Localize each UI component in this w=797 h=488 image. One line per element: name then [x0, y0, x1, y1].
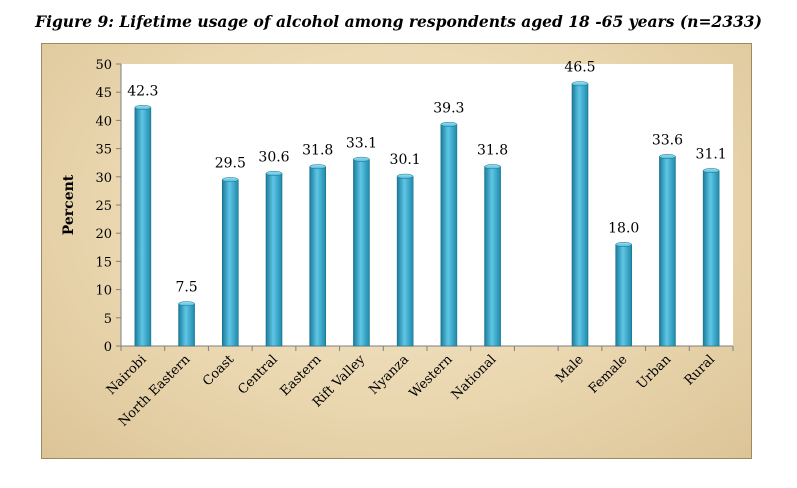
- y-tick-label: 30: [95, 171, 112, 186]
- bar-top: [222, 177, 239, 183]
- x-tick-label: Western: [407, 352, 456, 401]
- bar-top: [571, 81, 589, 87]
- bar-top: [353, 156, 370, 162]
- bar: [396, 175, 414, 347]
- y-tick-label: 10: [95, 284, 112, 299]
- data-label: 7.5: [175, 280, 197, 296]
- bar: [440, 124, 458, 347]
- x-tick-label: Male: [553, 352, 587, 386]
- bar-top: [265, 170, 283, 176]
- x-tick-label: Coast: [200, 352, 238, 390]
- data-label: 18.0: [608, 220, 639, 236]
- plot-area: [121, 64, 733, 346]
- bar-top: [396, 173, 414, 179]
- y-tick-label: 25: [95, 199, 112, 214]
- bar-top: [659, 154, 676, 159]
- bar-top: [440, 121, 458, 127]
- data-label: 29.5: [215, 156, 246, 172]
- y-tick-label: 40: [95, 114, 112, 129]
- bar: [309, 166, 327, 347]
- y-tick-label: 35: [95, 143, 112, 158]
- bar-top: [134, 104, 152, 110]
- data-label: 39.3: [433, 100, 464, 116]
- data-label: 31.8: [477, 143, 508, 159]
- bar-top: [702, 168, 720, 174]
- bar-top: [309, 164, 326, 170]
- data-label: 31.1: [696, 147, 727, 163]
- data-label: 30.1: [390, 152, 421, 168]
- x-tick-label: Central: [235, 352, 281, 398]
- bar: [484, 166, 501, 347]
- y-tick-label: 0: [104, 340, 112, 355]
- y-tick-label: 5: [104, 312, 112, 327]
- bar: [571, 83, 589, 347]
- x-tick-label: Female: [586, 352, 631, 397]
- bar: [615, 244, 633, 347]
- bar: [178, 303, 195, 347]
- y-tick-label: 20: [95, 227, 112, 242]
- x-tick-label: Urban: [634, 352, 674, 392]
- bar: [134, 107, 152, 347]
- y-tick-label: 45: [95, 86, 112, 101]
- data-label: 42.3: [127, 83, 158, 99]
- y-tick-label: 50: [95, 58, 112, 73]
- bar: [353, 159, 370, 347]
- data-label: 46.5: [564, 60, 595, 76]
- bar-top: [615, 242, 632, 247]
- y-axis-title: Percent: [61, 174, 77, 235]
- bar-top: [178, 301, 195, 307]
- bar: [659, 156, 676, 347]
- figure-title: Figure 9: Lifetime usage of alcohol amon…: [35, 12, 762, 31]
- data-label: 31.8: [302, 143, 333, 159]
- bar: [221, 179, 239, 347]
- data-label: 33.6: [652, 132, 683, 148]
- x-tick-label: National: [449, 352, 500, 403]
- y-tick-label: 15: [95, 255, 112, 270]
- bar: [702, 170, 720, 347]
- x-tick-label: Nyanza: [366, 352, 412, 398]
- bar: [265, 173, 283, 347]
- data-label: 33.1: [346, 135, 377, 151]
- bar-top: [484, 164, 501, 170]
- x-tick-label: Rural: [682, 352, 718, 388]
- data-label: 30.6: [258, 149, 289, 165]
